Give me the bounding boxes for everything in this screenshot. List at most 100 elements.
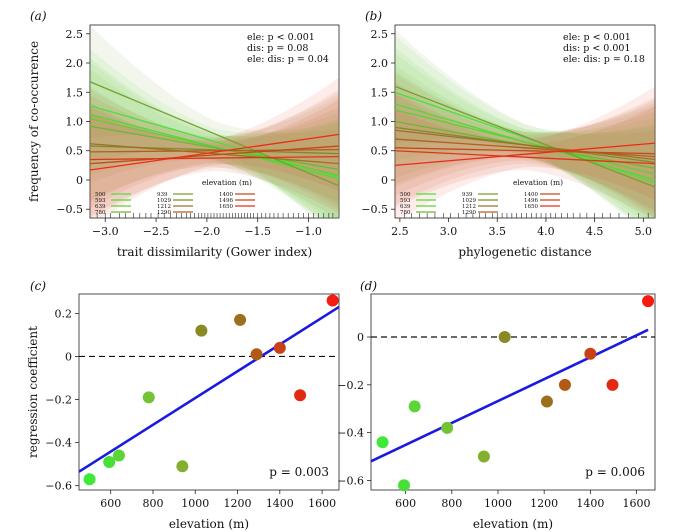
x-tick-label: 1000 xyxy=(484,497,512,510)
series-line-1400 xyxy=(394,147,656,155)
data-point-939 xyxy=(176,460,189,473)
ci-band-1650 xyxy=(395,86,655,219)
data-point-1212 xyxy=(234,313,247,326)
series-line-1650 xyxy=(89,133,340,171)
series-line-1496 xyxy=(394,150,656,165)
legend-label: 1212 xyxy=(157,204,171,210)
x-tick-label: 1600 xyxy=(308,497,336,510)
series-line-780 xyxy=(89,125,340,171)
series-line-1290 xyxy=(394,138,656,158)
x-tick-label: 3.5 xyxy=(488,225,506,238)
legend-label: 1496 xyxy=(219,198,233,204)
series-line-1290 xyxy=(89,148,340,153)
x-tick-label: 1000 xyxy=(181,497,209,510)
y-tick-label: 2.5 xyxy=(66,28,84,41)
y-tick-label: 0 xyxy=(381,174,388,187)
y-tick-label: 1.0 xyxy=(371,116,389,129)
x-axis-label: phylogenetic distance xyxy=(458,245,591,259)
series-line-1212 xyxy=(89,143,340,165)
x-tick-label: 1600 xyxy=(623,497,651,510)
y-tick-label: 2.0 xyxy=(371,57,389,70)
x-tick-label: 4.0 xyxy=(537,225,555,238)
data-point-593 xyxy=(398,479,411,492)
legend-label: 1400 xyxy=(219,192,233,198)
legend-label: 1290 xyxy=(462,210,476,216)
data-point-1650 xyxy=(326,294,339,307)
ci-band-939 xyxy=(395,29,655,219)
legend-label: 593 xyxy=(95,198,106,204)
data-point-1029 xyxy=(195,324,208,337)
data-point-1496 xyxy=(606,378,619,391)
ci-band-1496 xyxy=(395,94,655,218)
x-tick-label: 800 xyxy=(441,497,462,510)
ci-band-780 xyxy=(90,69,339,219)
series-line-1400 xyxy=(89,145,340,165)
legend-label: 939 xyxy=(462,192,473,198)
x-tick-label: 4.5 xyxy=(586,225,604,238)
ci-band-639 xyxy=(90,61,339,218)
legend-label: 1290 xyxy=(157,210,171,216)
x-tick-label: 2.5 xyxy=(391,225,409,238)
y-tick-label: 0.5 xyxy=(66,145,84,158)
legend-label: 939 xyxy=(157,192,168,198)
plot-frame xyxy=(78,293,340,491)
stat-line: dis: p = 0.08 xyxy=(247,43,308,54)
panel-label: (a) xyxy=(30,9,47,23)
legend-label: 500 xyxy=(400,192,411,198)
p-value-annotation: p = 0.006 xyxy=(585,465,645,479)
panel-label: (c) xyxy=(30,279,46,293)
legend-label: 1400 xyxy=(524,192,538,198)
data-point-780 xyxy=(142,391,155,404)
data-point-1212 xyxy=(540,395,553,408)
legend-label: 1029 xyxy=(157,198,171,204)
data-point-939 xyxy=(477,450,490,463)
regression-line xyxy=(370,328,649,463)
panel-label: (d) xyxy=(360,279,377,293)
y-axis-label: regression coefficient xyxy=(26,326,40,458)
x-axis-label: elevation (m) xyxy=(169,517,249,531)
legend-label: 639 xyxy=(95,204,106,210)
regression-line xyxy=(78,305,340,473)
y-tick-label: 0 xyxy=(65,350,72,363)
y-tick-label: −0.5 xyxy=(56,203,83,216)
legend-label: 1496 xyxy=(524,198,538,204)
series-line-500 xyxy=(89,105,340,178)
plot-frame xyxy=(370,293,656,491)
series-line-1650 xyxy=(394,142,656,167)
series-line-639 xyxy=(394,109,656,175)
ci-band-639 xyxy=(395,53,655,218)
x-tick-label: 1400 xyxy=(576,497,604,510)
x-tick-label: 1200 xyxy=(530,497,558,510)
legend-label: 1029 xyxy=(462,198,476,204)
legend-label: 1212 xyxy=(462,204,476,210)
legend-label: 593 xyxy=(400,198,411,204)
x-tick-label: 5.0 xyxy=(635,225,653,238)
ci-band-593 xyxy=(395,47,655,219)
ci-band-500 xyxy=(395,35,655,218)
y-tick-label: 0.5 xyxy=(371,145,389,158)
y-tick-label: 0 xyxy=(76,174,83,187)
x-tick-label: 1200 xyxy=(224,497,252,510)
panel-b: (b) 2.5 3.0 3.5 4.0 4.5 5.0 −0.5 0 0.5 1.0 1.5 2.0 2.… xyxy=(361,9,656,259)
data-point-1029 xyxy=(498,331,511,344)
x-tick-label: 800 xyxy=(142,497,163,510)
legend-label: 1650 xyxy=(219,204,233,210)
data-point-780 xyxy=(441,421,454,434)
x-axis-label: elevation (m) xyxy=(473,517,553,531)
y-tick-label: −0.6 xyxy=(45,480,72,493)
ci-band-939 xyxy=(90,25,339,218)
series-line-939 xyxy=(89,81,340,187)
x-tick-label: 1400 xyxy=(266,497,294,510)
y-tick-label: −0.4 xyxy=(45,437,72,450)
data-point-1290 xyxy=(250,348,263,361)
panel-c: (c) 600 800 1000 1200 1400 1600 −0.6 −0.4 −0.2 0 0.… xyxy=(26,279,340,531)
series-line-639 xyxy=(89,117,340,176)
ci-band-593 xyxy=(90,57,339,218)
stat-line: ele: dis: p = 0.18 xyxy=(563,54,645,65)
data-point-500 xyxy=(376,436,389,449)
data-point-1290 xyxy=(558,378,571,391)
data-point-1400 xyxy=(273,341,286,354)
legend-title: elevation (m) xyxy=(202,178,252,187)
p-value-annotation: p = 0.003 xyxy=(269,465,329,479)
y-tick-label: 0 xyxy=(357,331,364,344)
